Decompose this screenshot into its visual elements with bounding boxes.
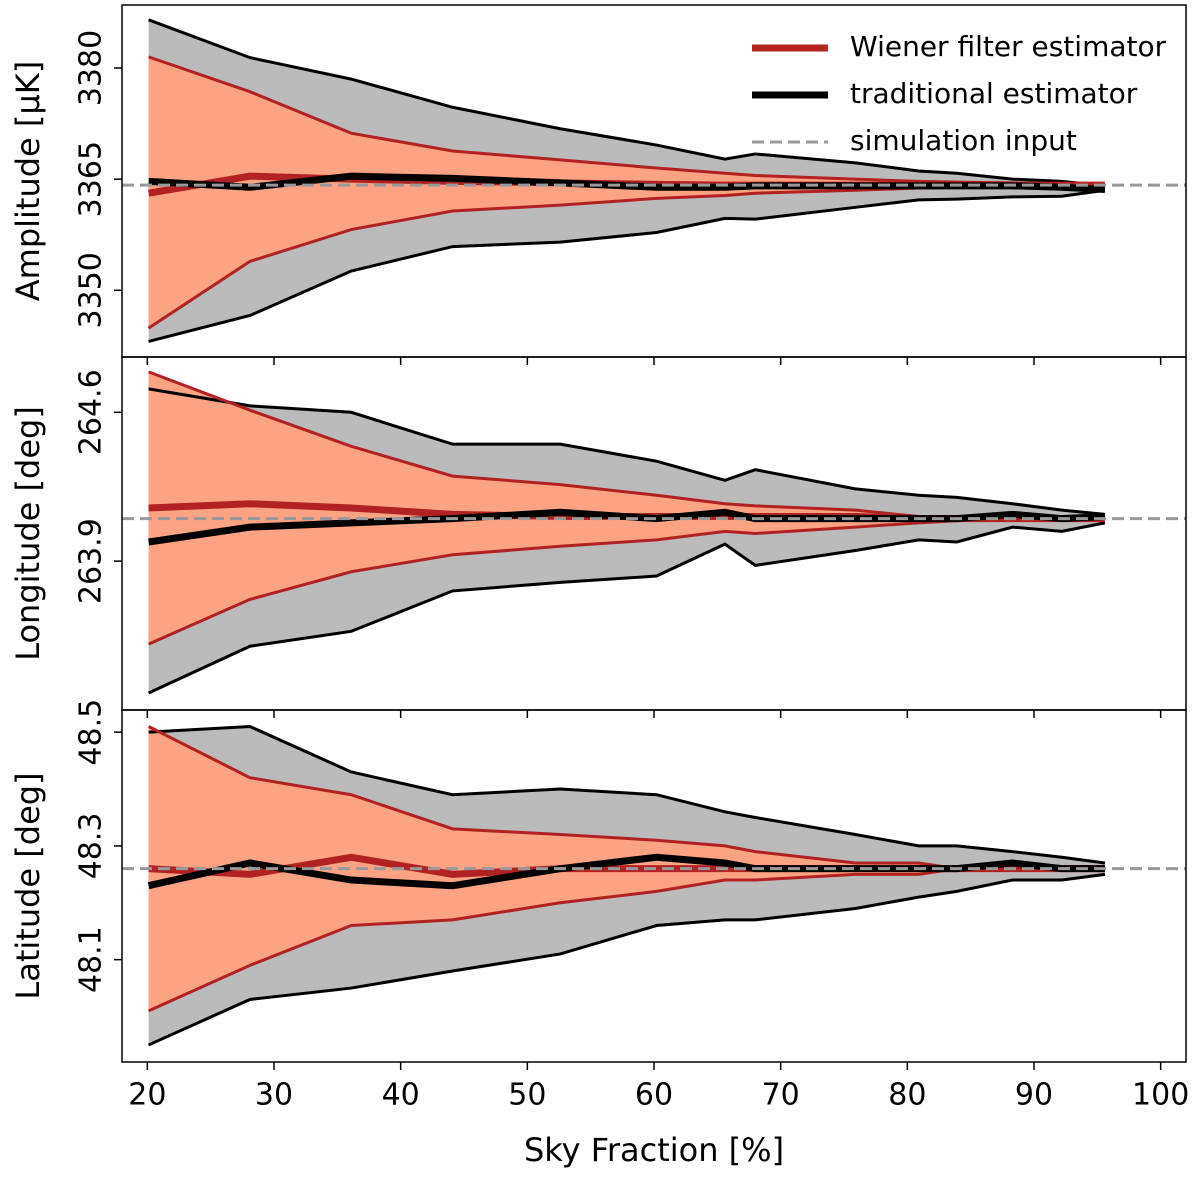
y-tick-label: 48.3: [74, 813, 109, 880]
y-tick-label: 3380: [74, 30, 109, 106]
band: [148, 371, 1105, 645]
y-tick-label: 263.9: [74, 518, 109, 604]
y-tick-label: 48.5: [74, 699, 109, 766]
x-tick-label: 30: [255, 1078, 293, 1113]
x-tick-label: 80: [888, 1078, 926, 1113]
band-edge: [148, 387, 1106, 516]
x-tick-label: 100: [1132, 1078, 1189, 1113]
estimate-line: [147, 853, 1105, 890]
legend-label: traditional estimator: [850, 77, 1138, 110]
x-tick-label: 20: [128, 1078, 166, 1113]
y-tick-label: 48.1: [74, 926, 109, 993]
x-axis-label: Sky Fraction [%]: [524, 1131, 784, 1169]
y-axis-label: Amplitude [μK]: [9, 61, 47, 301]
y-axis-label: Longitude [deg]: [9, 406, 47, 661]
x-tick-label: 90: [1015, 1078, 1053, 1113]
x-tick-label: 40: [382, 1078, 420, 1113]
legend-label: Wiener filter estimator: [850, 30, 1167, 63]
y-tick-label: 264.6: [74, 369, 109, 455]
band-edge: [147, 872, 1106, 1047]
band-edge: [148, 188, 1106, 343]
band: [148, 56, 1105, 329]
band-edge: [148, 724, 1106, 865]
band-edge: [148, 18, 1106, 188]
band-edge: [147, 521, 1106, 695]
legend-label: simulation input: [850, 124, 1077, 157]
x-tick-label: 60: [635, 1078, 673, 1113]
y-tick-label: 3365: [74, 141, 109, 217]
x-tick-label: 50: [508, 1078, 546, 1113]
x-tick-label: 70: [762, 1078, 800, 1113]
y-tick-label: 3350: [74, 252, 109, 328]
estimate-line: [148, 508, 1106, 546]
y-axis-label: Latitude [deg]: [9, 772, 47, 999]
